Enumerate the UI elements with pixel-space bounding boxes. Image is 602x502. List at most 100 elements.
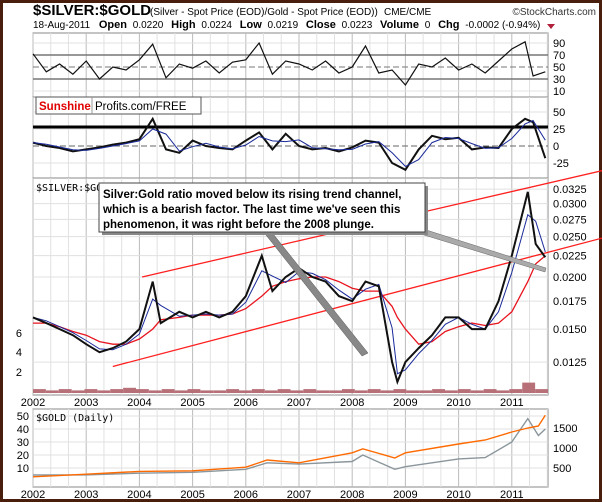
annotation-callout: Silver:Gold ratio moved below its rising… — [98, 182, 547, 357]
year-tick-label: 2009 — [393, 397, 417, 409]
rsi-tick-label: 90 — [553, 38, 565, 50]
high-value: 0.0224 — [201, 20, 232, 31]
close-value: 0.0223 — [342, 20, 373, 31]
chart-description: (Silver - Spot Price (EOD)/Gold - Spot P… — [150, 7, 378, 18]
year-tick-label: 2010 — [446, 489, 470, 501]
volume-bar — [496, 390, 510, 393]
annotation-line: Silver:Gold ratio moved below its rising… — [103, 189, 401, 201]
volume-bar — [251, 389, 265, 393]
volume-bar — [406, 390, 420, 393]
volume-tick-label: 4 — [16, 347, 22, 359]
oscillator-line — [32, 116, 547, 172]
chg-label: Chg — [438, 19, 459, 31]
chg-value: -0.0002 (-0.94%) — [465, 20, 540, 31]
volume-bar — [290, 390, 304, 393]
ratio-tick-label: 0.0275 — [553, 214, 587, 226]
year-tick-label: 2011 — [500, 489, 524, 501]
quote-line: 18-Aug-2011 Open 0.0220 High 0.0224 Low … — [33, 19, 540, 31]
volume-bar — [445, 390, 458, 393]
low-value: 0.0219 — [268, 20, 299, 31]
high-label: High — [171, 19, 196, 31]
oscillator-tick-label: 0 — [553, 141, 559, 153]
volume-bar — [213, 390, 227, 393]
year-tick-label: 2003 — [74, 489, 98, 501]
silver-tick-label: 50 — [17, 411, 29, 423]
year-tick-label: 2002 — [21, 397, 45, 409]
annotation-line: which is a bearish factor. The last time… — [102, 204, 400, 216]
year-tick-label: 2010 — [446, 397, 470, 409]
year-tick-label: 2004 — [127, 397, 151, 409]
volume-bar — [161, 389, 175, 393]
volume-bar — [522, 382, 536, 393]
volume-bar — [58, 389, 72, 393]
rsi-tick-label: 10 — [553, 86, 565, 98]
ratio-tick-label: 0.0325 — [553, 184, 587, 196]
volume-bar — [226, 389, 239, 393]
silver-tick-label: 20 — [17, 450, 29, 462]
open-value: 0.0220 — [133, 20, 164, 31]
down-arrow-icon — [547, 24, 555, 29]
ratio-tick-label: 0.0225 — [553, 251, 587, 263]
year-tick-label: 2004 — [127, 489, 151, 501]
volume-bar — [316, 390, 330, 393]
year-tick-label: 2006 — [234, 397, 258, 409]
volume-bar — [419, 390, 433, 393]
volume-bar — [97, 390, 111, 393]
volume-bar — [33, 389, 46, 393]
year-tick-label: 2009 — [393, 489, 417, 501]
gold-panel-label: $GOLD (Daily) — [36, 413, 114, 424]
ratio-tick-label: 0.0300 — [553, 199, 587, 211]
volume-bar — [432, 389, 445, 393]
volume-bar — [200, 390, 214, 393]
volume-bar — [303, 389, 317, 393]
low-label: Low — [240, 19, 262, 31]
volume-tick-label: 6 — [16, 328, 22, 340]
open-label: Open — [99, 19, 127, 31]
volume-bar — [470, 390, 484, 393]
volume-bar — [84, 389, 98, 393]
volume-bar — [329, 390, 342, 393]
oscillator-signal-line — [32, 119, 546, 168]
watermark-black: Profits.com/FREE — [95, 101, 187, 113]
rsi-line — [32, 40, 546, 86]
volume-bar — [393, 389, 407, 393]
year-tick-label: 2011 — [500, 397, 524, 409]
volume-bar — [367, 389, 381, 393]
year-tick-label: 2007 — [287, 489, 311, 501]
year-tick-label: 2006 — [234, 489, 258, 501]
watermark-red: Sunshine — [39, 101, 91, 113]
volume-bar — [277, 389, 291, 393]
volume-bar — [148, 390, 162, 393]
rsi-panel — [32, 32, 549, 98]
ratio-tick-label: 0.0150 — [553, 324, 587, 336]
volume-value: 0 — [425, 20, 431, 31]
volume-bar — [110, 389, 124, 393]
oscillator-tick-label: 50 — [553, 107, 565, 119]
gold-tick-label: 1500 — [553, 423, 577, 435]
oscillator-tick-label: 25 — [553, 124, 565, 136]
volume-bar — [509, 389, 523, 393]
volume-bar — [123, 387, 136, 393]
volume-bar — [136, 389, 149, 393]
trend-line-lower — [112, 237, 602, 368]
volume-bar — [457, 389, 471, 393]
year-tick-label: 2002 — [21, 489, 45, 501]
ratio-tick-label: 0.0200 — [553, 272, 587, 284]
silver-tick-label: 10 — [17, 463, 29, 475]
volume-bar — [483, 389, 497, 393]
rsi-tick-label: 30 — [553, 74, 565, 86]
volume-label: Volume — [380, 19, 419, 31]
volume-bar — [71, 390, 85, 393]
volume-tick-label: 2 — [16, 367, 22, 379]
volume-bar — [380, 390, 394, 393]
ratio-tick-label: 0.0175 — [553, 296, 587, 308]
stockcharts-brand: ©StockCharts.com — [512, 7, 596, 18]
gold-tick-label: 500 — [553, 463, 571, 475]
year-tick-label: 2003 — [74, 397, 98, 409]
sunshine-watermark: Sunshine Profits.com/FREE — [35, 96, 202, 115]
gold-tick-label: 1000 — [553, 443, 577, 455]
year-tick-label: 2005 — [180, 489, 204, 501]
volume-bar — [45, 390, 59, 393]
